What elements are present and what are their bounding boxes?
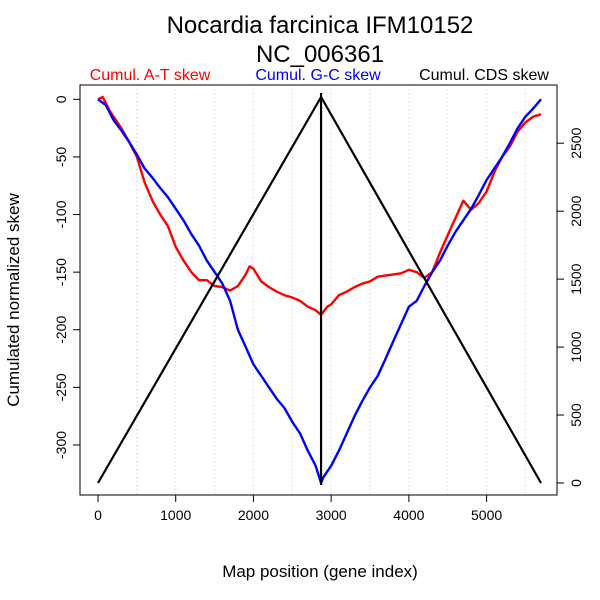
- y-right-tick-label: 1000: [568, 331, 584, 362]
- gc-skew-line: [97, 98, 542, 485]
- x-tick-label: 0: [94, 507, 102, 523]
- legend-cds-skew: Cumul. CDS skew: [419, 67, 549, 84]
- y-left-tick-label: -100: [53, 200, 69, 228]
- x-tick-label: 5000: [471, 507, 502, 523]
- y-left-tick-label: -200: [53, 316, 69, 344]
- axes: 0 1000 2000 3000 4000 50000-50-100-150-200-25…: [53, 84, 584, 523]
- x-tick-label: 3000: [316, 507, 347, 523]
- y-right-tick-label: 0: [568, 479, 584, 487]
- x-tick-label: 2000: [238, 507, 269, 523]
- x-tick-label: 1000: [160, 507, 191, 523]
- y-right-tick-label: 500: [568, 403, 584, 427]
- y-right-tick-label: 2500: [568, 127, 584, 158]
- y-left-tick-label: -150: [53, 258, 69, 286]
- y-left-tick-label: -50: [53, 147, 69, 167]
- y-right-tick-label: 1500: [568, 263, 584, 294]
- plot-frame: [79, 84, 558, 496]
- legend-gc-skew: Cumul. G-C skew: [255, 67, 381, 84]
- x-axis-title: Map position (gene index): [222, 562, 418, 581]
- legend-at-skew: Cumul. A-T skew: [90, 67, 211, 84]
- at-skew-line: [97, 95, 542, 316]
- vertical-grid: [136, 85, 526, 495]
- chart-title: Nocardia farcinica IFM10152: [167, 12, 474, 39]
- y-right-tick-label: 2000: [568, 195, 584, 226]
- y-axis-title: Cumulated normalized skew: [4, 193, 23, 407]
- y-left-tick-label: -250: [53, 373, 69, 401]
- y-left-tick-label: 0: [53, 95, 69, 103]
- cds-skew-line: [97, 95, 542, 484]
- x-tick-label: 4000: [393, 507, 424, 523]
- series-group: [97, 93, 542, 485]
- y-left-tick-label: -300: [53, 431, 69, 459]
- chart-subtitle: NC_006361: [256, 41, 384, 68]
